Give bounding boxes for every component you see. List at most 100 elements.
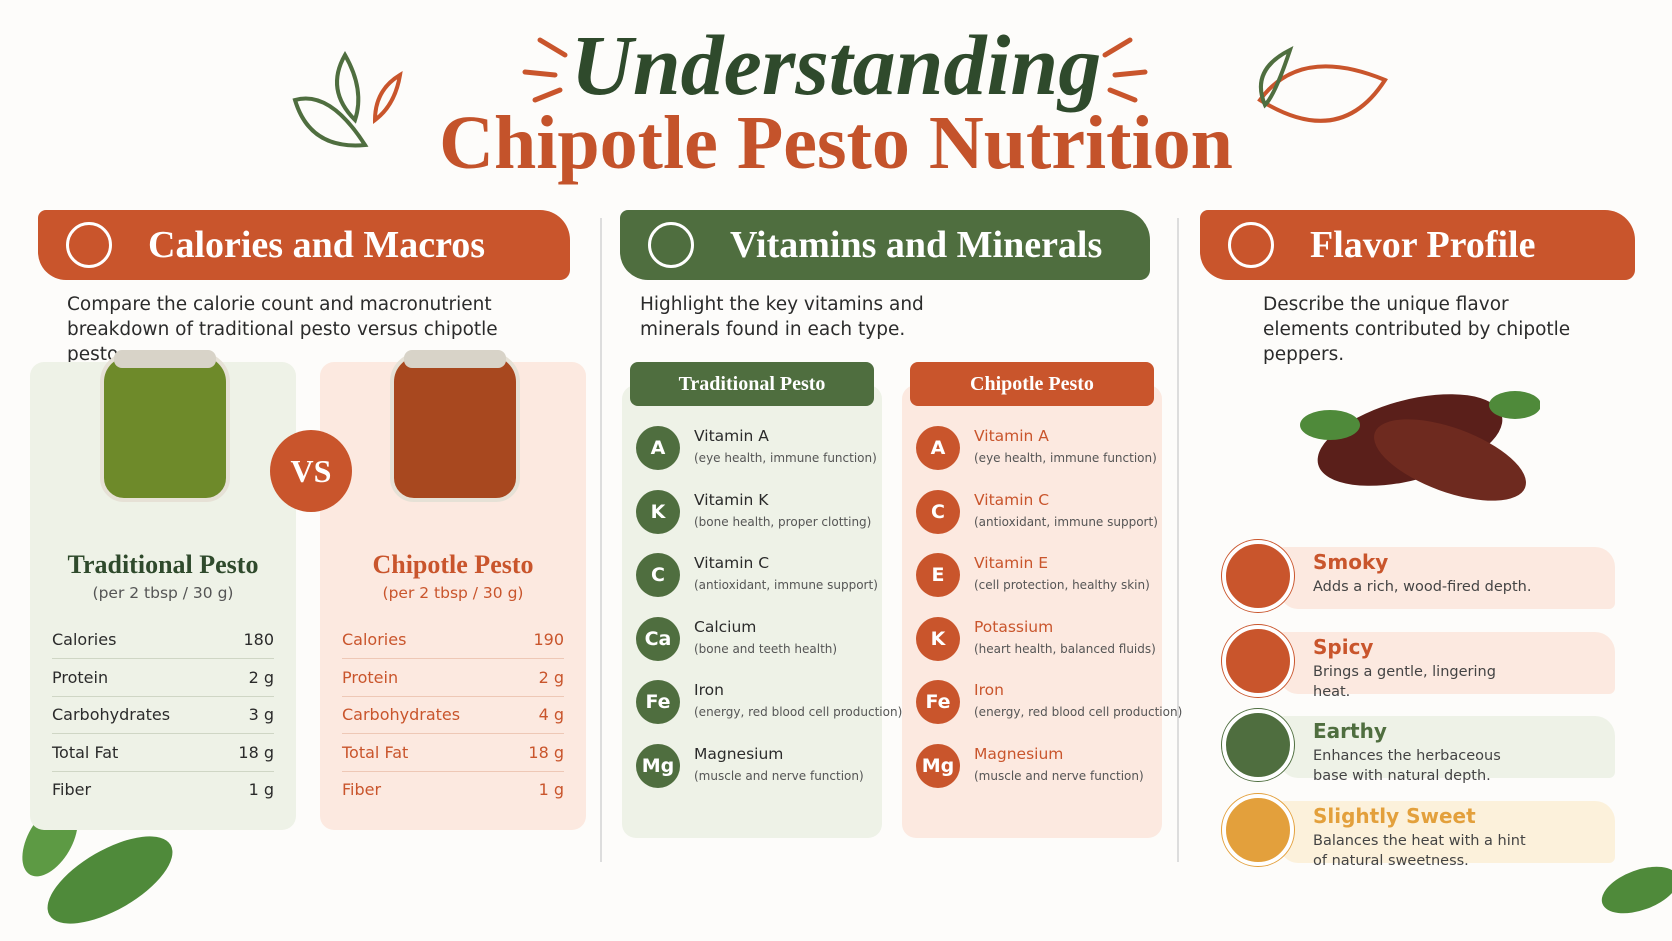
- nutrient-note: (bone and teeth health): [694, 641, 838, 656]
- nutrient-label: Calories: [342, 630, 407, 649]
- nutrient-value: 190: [533, 630, 564, 649]
- nutrient-value: 180: [243, 630, 274, 649]
- column-header: Chipotle Pesto: [910, 362, 1154, 406]
- nutrient-note: (eye health, immune function): [974, 451, 1157, 465]
- row-divider: [52, 695, 274, 697]
- product-name: Traditional Pesto: [67, 550, 259, 579]
- nutrient-name: Potassium: [974, 617, 1054, 636]
- nutrient-label: Protein: [342, 667, 399, 687]
- nutrient-symbol: Mg: [636, 743, 680, 788]
- nutrient-note: (muscle and nerve function): [974, 768, 1144, 783]
- column-header: Traditional Pesto: [630, 362, 874, 406]
- nutrient-label: Fiber: [342, 780, 382, 799]
- nutrient-label: Carbohydrates: [52, 705, 171, 724]
- nutrient-note: (muscle and nerve function): [694, 768, 864, 783]
- nutrient-label: Total Fat: [342, 742, 409, 762]
- flavor-strip: [1280, 547, 1615, 609]
- row-divider: [342, 658, 564, 659]
- row-divider: [342, 695, 564, 697]
- nutrient-value: 1 g: [538, 780, 564, 799]
- nutrient-note: (energy, red blood cell production): [694, 705, 903, 719]
- nutrient-name: Iron: [694, 681, 724, 699]
- nutrient-symbol: K: [916, 616, 960, 661]
- nutrient-value: 18 g: [528, 742, 564, 762]
- section-banner: Calories and Macros: [38, 210, 570, 280]
- nutrient-note: (antioxidant, immune support): [694, 578, 878, 592]
- flavor-strip: [1280, 716, 1615, 778]
- flavor-strip: [1280, 631, 1615, 694]
- nutrient-note: (heart health, balanced fluids): [974, 641, 1156, 656]
- pepper-drawing: [1300, 391, 1541, 501]
- nutrient-value: 2 g: [248, 667, 274, 687]
- section-description: Compare the calorie count and macronutri…: [67, 294, 498, 365]
- serving-size: (per 2 tbsp / 30 g): [92, 584, 234, 602]
- product-card: Chipotle Pesto (per 2 tbsp / 30 g) Calorie…: [320, 350, 586, 830]
- flavor-name: Spicy: [1313, 634, 1374, 659]
- nutrient-name: Magnesium: [694, 744, 784, 763]
- vs-badge: VS: [270, 430, 352, 512]
- jar-lid: [114, 350, 216, 368]
- row-divider: [52, 733, 274, 734]
- banner-icon: [66, 222, 112, 268]
- nutrient-symbol: A: [916, 426, 960, 470]
- nutrient-label: Total Fat: [52, 742, 119, 762]
- nutrient-name: Vitamin C: [694, 554, 770, 572]
- nutrient-symbol: Fe: [636, 680, 680, 724]
- nutrient-value: 4 g: [538, 705, 564, 724]
- flavor-name: Slightly Sweet: [1313, 803, 1476, 828]
- nutrient-note: (energy, red blood cell production): [974, 705, 1183, 719]
- nutrient-value: 18 g: [238, 742, 274, 762]
- flavor-icon: [1222, 709, 1294, 781]
- nutrient-note: (cell protection, healthy skin): [974, 578, 1150, 592]
- jar-image: [100, 350, 230, 502]
- nutrient-symbol: C: [916, 489, 960, 534]
- nutrient-value: 3 g: [248, 705, 274, 724]
- nutrient-name: Vitamin A: [974, 427, 1049, 445]
- nutrient-symbol: E: [916, 553, 960, 597]
- nutrient-name: Vitamin K: [694, 490, 769, 509]
- flavor-description: Enhances the herbaceous base with natura…: [1313, 748, 1501, 784]
- section-banner: Vitamins and Minerals: [620, 210, 1150, 280]
- nutrient-symbol: Mg: [916, 743, 960, 788]
- flavor-strip: [1280, 800, 1615, 863]
- flavor-name: Earthy: [1313, 719, 1387, 743]
- banner-icon: [1228, 222, 1274, 268]
- row-divider: [342, 733, 564, 734]
- main-title: Chipotle Pesto Nutrition: [439, 101, 1233, 185]
- nutrient-value: 1 g: [248, 780, 274, 799]
- flavor-description: Balances the heat with a hint of natural…: [1313, 832, 1526, 869]
- nutrient-label: Carbohydrates: [342, 705, 461, 724]
- nutrient-value: 2 g: [538, 667, 564, 687]
- nutrient-note: (bone health, proper clotting): [694, 514, 872, 529]
- flavor-description: Adds a rich, wood-fired depth.: [1313, 579, 1532, 595]
- nutrient-symbol: K: [636, 489, 680, 534]
- flavor-icon: [1222, 793, 1294, 866]
- nutrient-label: Fiber: [52, 780, 92, 799]
- flavor-name: Smoky: [1313, 550, 1389, 574]
- product-name: Chipotle Pesto: [372, 550, 534, 579]
- serving-size: (per 2 tbsp / 30 g): [382, 584, 524, 602]
- nutrient-name: Vitamin A: [694, 427, 769, 445]
- nutrient-symbol: C: [636, 553, 680, 597]
- section-title: Calories and Macros: [148, 224, 486, 266]
- nutrient-label: Protein: [52, 667, 109, 687]
- section-description: Describe the unique flavor elements cont…: [1263, 294, 1571, 365]
- nutrient-note: (eye health, immune function): [694, 451, 877, 465]
- nutrient-name: Calcium: [694, 617, 757, 636]
- nutrient-name: Iron: [974, 681, 1004, 699]
- nutrient-name: Magnesium: [974, 744, 1064, 763]
- section-banner: Flavor Profile: [1200, 210, 1635, 280]
- nutrient-label: Calories: [52, 630, 117, 649]
- flavor-description: Brings a gentle, lingering heat.: [1313, 663, 1496, 700]
- banner-icon: [648, 222, 694, 268]
- nutrient-note: (antioxidant, immune support): [974, 514, 1158, 529]
- product-card: Traditional Pesto (per 2 tbsp / 30 g) Calo…: [30, 350, 296, 830]
- jar-lid: [404, 350, 506, 368]
- nutrient-name: Vitamin E: [974, 554, 1049, 572]
- flavor-icon: [1222, 624, 1294, 697]
- row-divider: [52, 770, 274, 772]
- row-divider: [52, 658, 274, 659]
- row-divider: [342, 770, 564, 772]
- pepper-image: [1300, 365, 1541, 515]
